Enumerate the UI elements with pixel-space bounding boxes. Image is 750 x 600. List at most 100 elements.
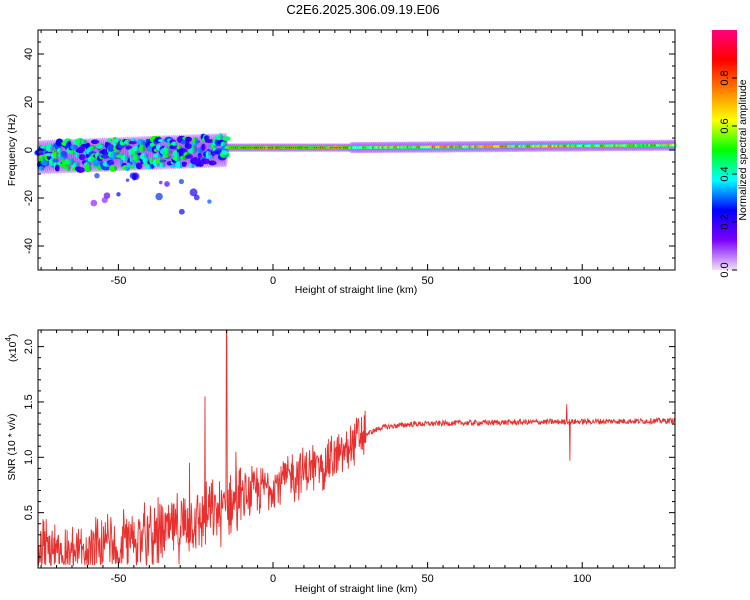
spectrogram-tail-blob xyxy=(101,197,108,204)
spectrogram-blob xyxy=(90,139,100,144)
spectrogram-xtick-label: -50 xyxy=(110,275,126,287)
colorbar-label: Normalized spectral amplitude xyxy=(737,79,749,220)
spectrogram-blob xyxy=(118,159,124,166)
spectrogram-blob xyxy=(84,164,92,173)
spectrogram-blob xyxy=(77,146,87,152)
snr-multiplier-close: ) xyxy=(7,334,19,338)
spectrogram-blob xyxy=(109,164,118,172)
colorbar-tick-label: 0.4 xyxy=(719,166,731,181)
spectrogram-blob xyxy=(120,154,130,161)
spectrogram-ytick-label: -20 xyxy=(23,190,35,206)
spectrogram-blob xyxy=(38,166,45,171)
spectrogram-tail-blob xyxy=(132,173,138,179)
figure-title: C2E6.2025.306.09.19.E06 xyxy=(286,2,439,17)
spectrogram-blob xyxy=(60,151,68,158)
colorbar-tick-label: 0.2 xyxy=(719,214,731,229)
spectrogram-xtick-label: 100 xyxy=(573,275,591,287)
spectrogram-blob xyxy=(69,158,74,163)
colorbar-tick-label: 0.6 xyxy=(719,118,731,133)
colorbar-strip xyxy=(712,30,737,270)
spectrogram-blob xyxy=(79,154,86,161)
snr-xtick-label: 50 xyxy=(421,573,433,585)
spectrogram-blob xyxy=(201,143,206,151)
spectrogram-halo xyxy=(134,136,140,171)
spectrogram-ytick-label: 40 xyxy=(23,48,35,60)
spectrogram-blob xyxy=(169,164,176,169)
spectrogram-blob xyxy=(52,158,59,163)
snr-panel: -50 0 50 100 0.5 1.0 1.5 2.0 (x104) Height of s… xyxy=(4,329,676,595)
spectrogram-tail-blob xyxy=(116,192,121,197)
snr-ytick-label: 1.5 xyxy=(23,394,35,409)
spectrogram-blob xyxy=(208,160,217,166)
spectrogram-blob xyxy=(133,151,139,155)
spectrogram-blob xyxy=(194,139,201,144)
spectrogram-blob xyxy=(185,154,193,159)
colorbar-tick-label: 0.0 xyxy=(719,262,731,277)
spectrogram-blob xyxy=(83,161,92,167)
snr-xtick-label: 100 xyxy=(573,573,591,585)
snr-ytick-label: 0.5 xyxy=(23,505,35,520)
spectrogram-tail-blob xyxy=(90,199,98,207)
spectrogram-blob xyxy=(70,144,78,150)
spectrogram-blob xyxy=(157,138,166,143)
spectrogram-blob xyxy=(106,159,115,165)
spectrogram-blob xyxy=(96,144,106,148)
spectrogram-ytick-label: 20 xyxy=(23,96,35,108)
spectrogram-blob xyxy=(135,162,143,170)
spectrogram-blob xyxy=(107,138,113,143)
snr-multiplier: (x104) xyxy=(4,334,19,362)
spectrogram-blob xyxy=(80,139,88,144)
spectrogram-blob xyxy=(197,163,204,167)
spectrogram-blob xyxy=(128,141,137,145)
spectrogram-tail-blob xyxy=(158,180,163,185)
spectrogram-blob xyxy=(159,159,167,163)
colorbar-tick-label: 0.8 xyxy=(719,70,731,85)
spectrogram-ylabel: Frequency (Hz) xyxy=(6,114,18,186)
snr-xtick-label: 0 xyxy=(270,573,276,585)
snr-ytick-label: 2.0 xyxy=(23,339,35,354)
spectrogram-blob xyxy=(45,143,55,152)
spectrogram-blob xyxy=(204,139,215,143)
spectrogram-blob xyxy=(159,162,166,168)
spectrogram-marks xyxy=(34,132,678,215)
spectrogram-blob xyxy=(189,163,195,169)
spectrogram-blob xyxy=(100,154,110,159)
spectrogram-blob xyxy=(212,150,222,155)
spectrogram-tail-blob xyxy=(155,192,163,201)
spectrogram-ytick-label: 0 xyxy=(23,147,35,153)
spectrogram-blob xyxy=(215,134,224,141)
spectrogram-blob xyxy=(200,158,210,165)
spectrogram-blob xyxy=(76,166,85,173)
spectrogram-halo xyxy=(123,136,128,172)
spectrogram-xtick-label: 50 xyxy=(421,275,433,287)
snr-marks xyxy=(37,329,676,567)
spectrogram-tail-blob xyxy=(189,188,198,197)
spectrogram-tail-blob xyxy=(164,181,170,187)
spectrogram-blob xyxy=(149,156,154,165)
spectrogram-xtick-label: 0 xyxy=(270,275,276,287)
spectrogram-blob xyxy=(70,150,75,155)
spectrogram-tail-blob xyxy=(178,178,185,185)
snr-multiplier-exp: 4 xyxy=(4,337,13,342)
spectrogram-band-core xyxy=(671,144,677,147)
spectrogram-tail-blob xyxy=(125,178,130,182)
spectrogram-blob xyxy=(169,144,179,150)
spectrogram-ticks: -50 0 50 100 -40 -20 0 20 40 xyxy=(23,29,675,287)
snr-series-line xyxy=(37,329,676,567)
snr-frame xyxy=(37,329,676,569)
spectrogram-blob xyxy=(125,145,133,150)
spectrogram-ytick-label: -40 xyxy=(23,238,35,254)
spectrogram-blob xyxy=(138,144,146,153)
spectrogram-blob xyxy=(89,145,96,150)
spectrogram-blob xyxy=(55,138,64,147)
spectrogram-blob xyxy=(222,136,231,141)
colorbar-ticks: 0.0 0.2 0.4 0.6 0.8 xyxy=(719,70,737,278)
spectrogram-tail-blob xyxy=(178,208,185,215)
spectrogram-blob xyxy=(164,147,171,152)
snr-bg xyxy=(38,330,675,568)
spectrogram-blob xyxy=(66,164,71,172)
spectrogram-blob xyxy=(73,161,80,168)
spectrogram-blob xyxy=(205,150,211,157)
spectrogram-blob xyxy=(185,136,193,143)
